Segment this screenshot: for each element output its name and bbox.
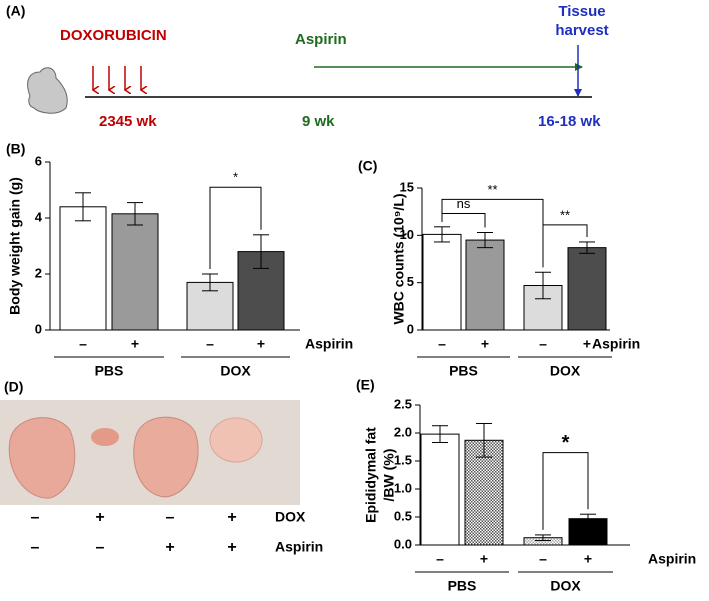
row-label: Aspirin xyxy=(648,551,696,567)
y-tick-label: 2.5 xyxy=(394,396,412,411)
x-tick-label: – xyxy=(206,336,214,352)
significance-label: ns xyxy=(457,196,471,211)
y-tick-label: 0 xyxy=(407,321,414,336)
panel-label: (D) xyxy=(4,379,23,395)
panel-label: (B) xyxy=(6,141,25,157)
treatment-label: Aspirin xyxy=(295,31,347,48)
treatment-week: 9 wk xyxy=(302,113,335,130)
y-tick-label: 10 xyxy=(400,227,414,242)
y-tick-label: 0.0 xyxy=(394,536,412,551)
tissue xyxy=(133,416,199,498)
x-tick-label: – xyxy=(79,336,87,352)
x-tick-label: – xyxy=(438,336,446,352)
endpoint-label: Tissue xyxy=(558,3,605,20)
sign: + xyxy=(165,539,174,556)
x-tick-label: + xyxy=(480,551,488,567)
panel-label: (E) xyxy=(356,377,375,393)
x-tick-label: + xyxy=(583,336,591,352)
group-label: PBS xyxy=(449,363,478,379)
panel-label: (A) xyxy=(6,3,25,19)
y-tick-label: 0 xyxy=(35,321,42,336)
significance-bracket xyxy=(542,224,588,268)
sign: + xyxy=(227,539,236,556)
y-tick-label: 6 xyxy=(35,153,42,168)
sign: + xyxy=(95,509,104,526)
bar xyxy=(237,251,285,331)
significance-bracket xyxy=(542,452,589,530)
significance-label: ** xyxy=(560,207,570,222)
bar xyxy=(422,233,462,331)
y-tick-label: 0.5 xyxy=(394,508,412,523)
sign: – xyxy=(31,539,40,556)
row-label: Aspirin xyxy=(592,336,640,352)
bar xyxy=(420,433,460,546)
tissue xyxy=(8,417,76,499)
x-tick-label: – xyxy=(436,551,444,567)
bar xyxy=(59,206,107,331)
group-label: DOX xyxy=(550,363,581,379)
x-tick-label: + xyxy=(481,336,489,352)
group-label: DOX xyxy=(220,363,251,379)
row-label: DOX xyxy=(275,509,306,525)
endpoint-weeks: 16-18 wk xyxy=(538,113,601,130)
y-tick-label: 1.5 xyxy=(394,452,412,467)
x-tick-label: + xyxy=(584,551,592,567)
significance-label: * xyxy=(562,432,570,454)
bar xyxy=(464,439,504,546)
drug-label: DOXORUBICIN xyxy=(60,27,167,44)
y-tick-label: 5 xyxy=(407,274,414,289)
y-axis-label: Epididymal fat xyxy=(363,427,379,523)
sign: – xyxy=(31,509,40,526)
y-axis-label: Body weight gain (g) xyxy=(7,177,23,315)
y-tick-label: 2.0 xyxy=(394,424,412,439)
bar xyxy=(567,247,607,331)
endpoint-label: harvest xyxy=(555,22,608,39)
y-tick-label: 1.0 xyxy=(394,480,412,495)
mouse-icon xyxy=(27,67,68,114)
x-tick-label: + xyxy=(257,336,265,352)
y-tick-label: 15 xyxy=(400,179,414,194)
significance-bracket xyxy=(441,213,486,228)
tissue xyxy=(91,428,119,446)
y-tick-label: 2 xyxy=(35,265,42,280)
bar xyxy=(111,213,159,331)
drug-weeks: 2345 wk xyxy=(99,113,157,130)
sign: – xyxy=(96,539,105,556)
x-tick-label: + xyxy=(131,336,139,352)
group-label: PBS xyxy=(95,363,124,379)
group-label: PBS xyxy=(448,578,477,594)
significance-label: * xyxy=(233,170,238,185)
x-tick-label: – xyxy=(539,336,547,352)
panel-label: (C) xyxy=(358,158,377,174)
bar xyxy=(465,239,505,331)
y-axis-label: /BW (%) xyxy=(381,449,397,502)
tissue xyxy=(209,417,263,463)
significance-label: ** xyxy=(487,182,497,197)
row-label: Aspirin xyxy=(305,336,353,352)
significance-bracket xyxy=(209,186,262,269)
x-tick-label: – xyxy=(539,551,547,567)
y-tick-label: 4 xyxy=(35,209,43,224)
y-axis-label: WBC counts (10⁹/L) xyxy=(391,193,407,324)
panel-d: (D) xyxy=(0,379,300,505)
row-label: Aspirin xyxy=(275,539,323,555)
panel-a: (A) DOXORUBICIN Aspirin Tissue harvest 2… xyxy=(6,3,609,130)
sign: + xyxy=(227,509,236,526)
group-label: DOX xyxy=(550,578,581,594)
sign: – xyxy=(166,509,175,526)
